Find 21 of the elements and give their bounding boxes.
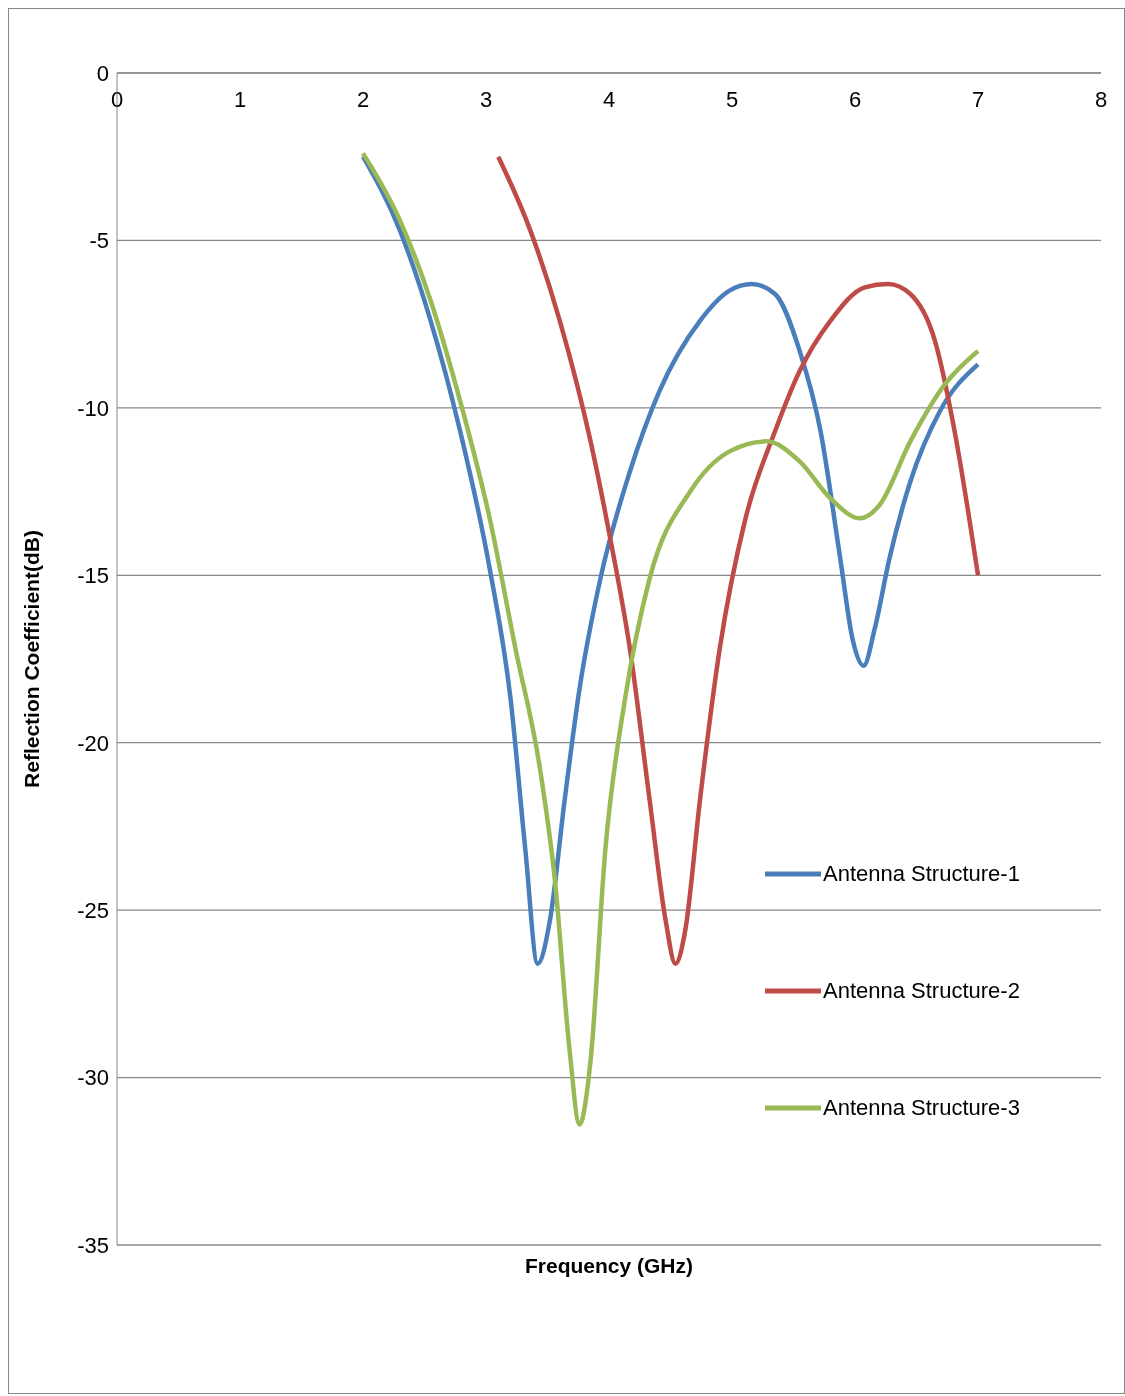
- x-tick-label: 8: [1094, 87, 1108, 112]
- x-tick-label: 4: [602, 87, 616, 112]
- y-tick-label: -35: [77, 1232, 109, 1258]
- legend-label: Antenna Structure-3: [823, 1095, 1020, 1121]
- x-tick-label: 2: [356, 87, 370, 112]
- x-tick-label: 3: [479, 87, 493, 112]
- y-tick-label: -20: [77, 730, 109, 756]
- y-tick-label: 0: [96, 60, 109, 86]
- y-axis-title: Reflection Coefficient(dB): [20, 530, 44, 788]
- y-tick-label: -25: [77, 897, 109, 923]
- y-tick-label: -5: [89, 228, 109, 254]
- x-tick-label: 6: [848, 87, 862, 112]
- x-tick-label: 7: [971, 87, 985, 112]
- x-tick-label: 5: [725, 87, 739, 112]
- y-tick-label: -10: [77, 395, 109, 421]
- x-axis-title: Frequency (GHz): [524, 1254, 694, 1278]
- y-tick-label: -15: [77, 563, 109, 589]
- y-tick-label: -30: [77, 1065, 109, 1091]
- legend-label: Antenna Structure-2: [823, 978, 1020, 1004]
- x-tick-label: 1: [233, 87, 247, 112]
- legend-label: Antenna Structure-1: [823, 861, 1020, 887]
